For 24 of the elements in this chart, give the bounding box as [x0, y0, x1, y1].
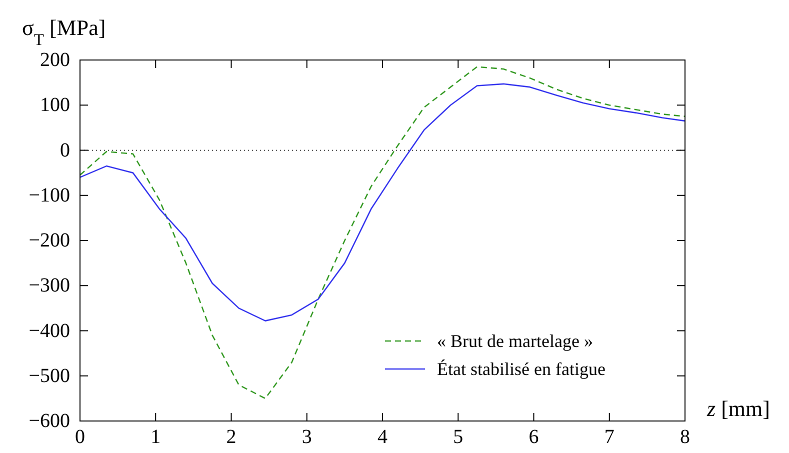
- legend-label: « Brut de martelage »: [437, 331, 593, 351]
- x-tick-label: 4: [378, 426, 388, 448]
- x-axis-title: z [mm]: [706, 396, 770, 421]
- x-tick-label: 6: [528, 426, 539, 448]
- x-tick-label: 2: [226, 426, 236, 448]
- x-tick-label: 5: [453, 426, 464, 448]
- y-tick-label: −600: [28, 410, 70, 432]
- y-tick-label: −300: [28, 274, 70, 297]
- y-tick-label: 0: [60, 139, 70, 162]
- line-series: [79, 83, 686, 322]
- y-tick-label: −400: [28, 320, 70, 342]
- x-tick-label: 1: [150, 426, 161, 448]
- y-tick-label: −500: [28, 364, 70, 387]
- y-tick-label: 200: [40, 49, 70, 71]
- legend-label: État stabilisé en fatigue: [437, 359, 606, 379]
- y-tick-label: 100: [40, 94, 70, 116]
- line-series: [79, 66, 686, 400]
- y-tick-label: −100: [28, 184, 70, 206]
- x-tick-label: 7: [604, 426, 614, 448]
- x-tick-label: 8: [680, 426, 690, 448]
- x-tick-label: 3: [302, 426, 312, 448]
- y-tick-label: −200: [28, 230, 70, 252]
- x-tick-label: 0: [75, 426, 85, 448]
- y-axis-title: σ$_{T}$ [MPa]: [22, 15, 106, 48]
